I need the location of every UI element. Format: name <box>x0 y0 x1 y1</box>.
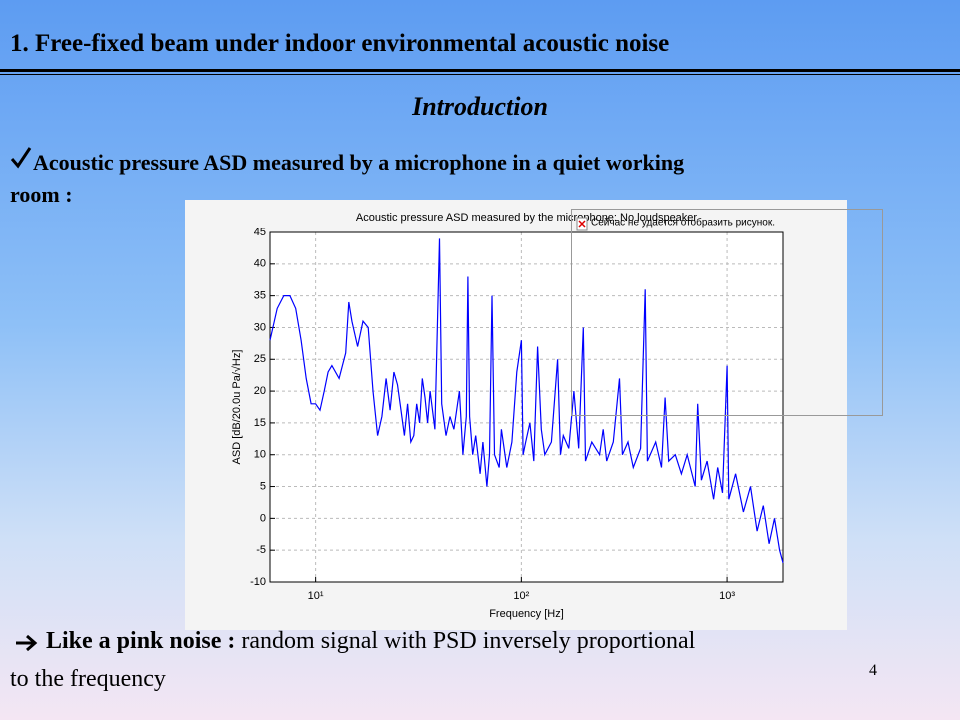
y-tick-label: 45 <box>254 226 266 238</box>
conclusion: Like a pink noise : random signal with P… <box>46 628 695 655</box>
page-number: 4 <box>869 662 877 679</box>
chart-title: Acoustic pressure ASD measured by the mi… <box>356 212 698 224</box>
y-tick-label: 10 <box>254 449 266 461</box>
bullet-text: Acoustic pressure ASD measured by a micr… <box>33 150 685 175</box>
y-tick-label: 35 <box>254 290 266 302</box>
bullet-text: room : <box>10 182 73 207</box>
x-axis-label: Frequency [Hz] <box>489 608 564 620</box>
y-tick-label: -5 <box>256 544 266 556</box>
x-tick-label: 10² <box>513 590 529 602</box>
placeholder-frame <box>571 209 883 416</box>
x-tick-label: 10¹ <box>308 590 324 602</box>
title-rule <box>0 69 960 72</box>
title-rule <box>0 74 960 75</box>
subtitle: Introduction <box>412 92 548 121</box>
conclusion-bold: Like a pink noise : <box>46 628 236 654</box>
image-placeholder: Сейчас не удается отобразить рисунок. <box>571 209 883 416</box>
y-tick-label: 15 <box>254 417 266 429</box>
data-line <box>269 238 784 564</box>
placeholder-text: Сейчас не удается отобразить рисунок. <box>591 217 775 229</box>
conclusion-text: to the frequency <box>10 666 166 692</box>
y-tick-label: 30 <box>254 321 266 333</box>
y-tick-label: -10 <box>250 576 266 588</box>
slide-title: 1. Free-fixed beam under indoor environm… <box>10 30 670 57</box>
y-tick-label: 25 <box>254 353 266 365</box>
arrow-icon <box>16 634 38 652</box>
y-tick-label: 20 <box>254 385 266 397</box>
plot-frame <box>269 231 784 583</box>
broken-image-icon <box>578 220 586 228</box>
conclusion-text: random signal with PSD inversely proport… <box>241 628 696 654</box>
y-axis-label: ASD [dB/20.0u Pa/√Hz] <box>231 350 243 465</box>
y-tick-label: 0 <box>260 512 266 524</box>
check-icon <box>10 147 32 169</box>
y-tick-label: 5 <box>260 480 266 492</box>
y-tick-label: 40 <box>254 258 266 270</box>
title-bg <box>185 208 847 228</box>
x-tick-label: 10³ <box>719 590 735 602</box>
